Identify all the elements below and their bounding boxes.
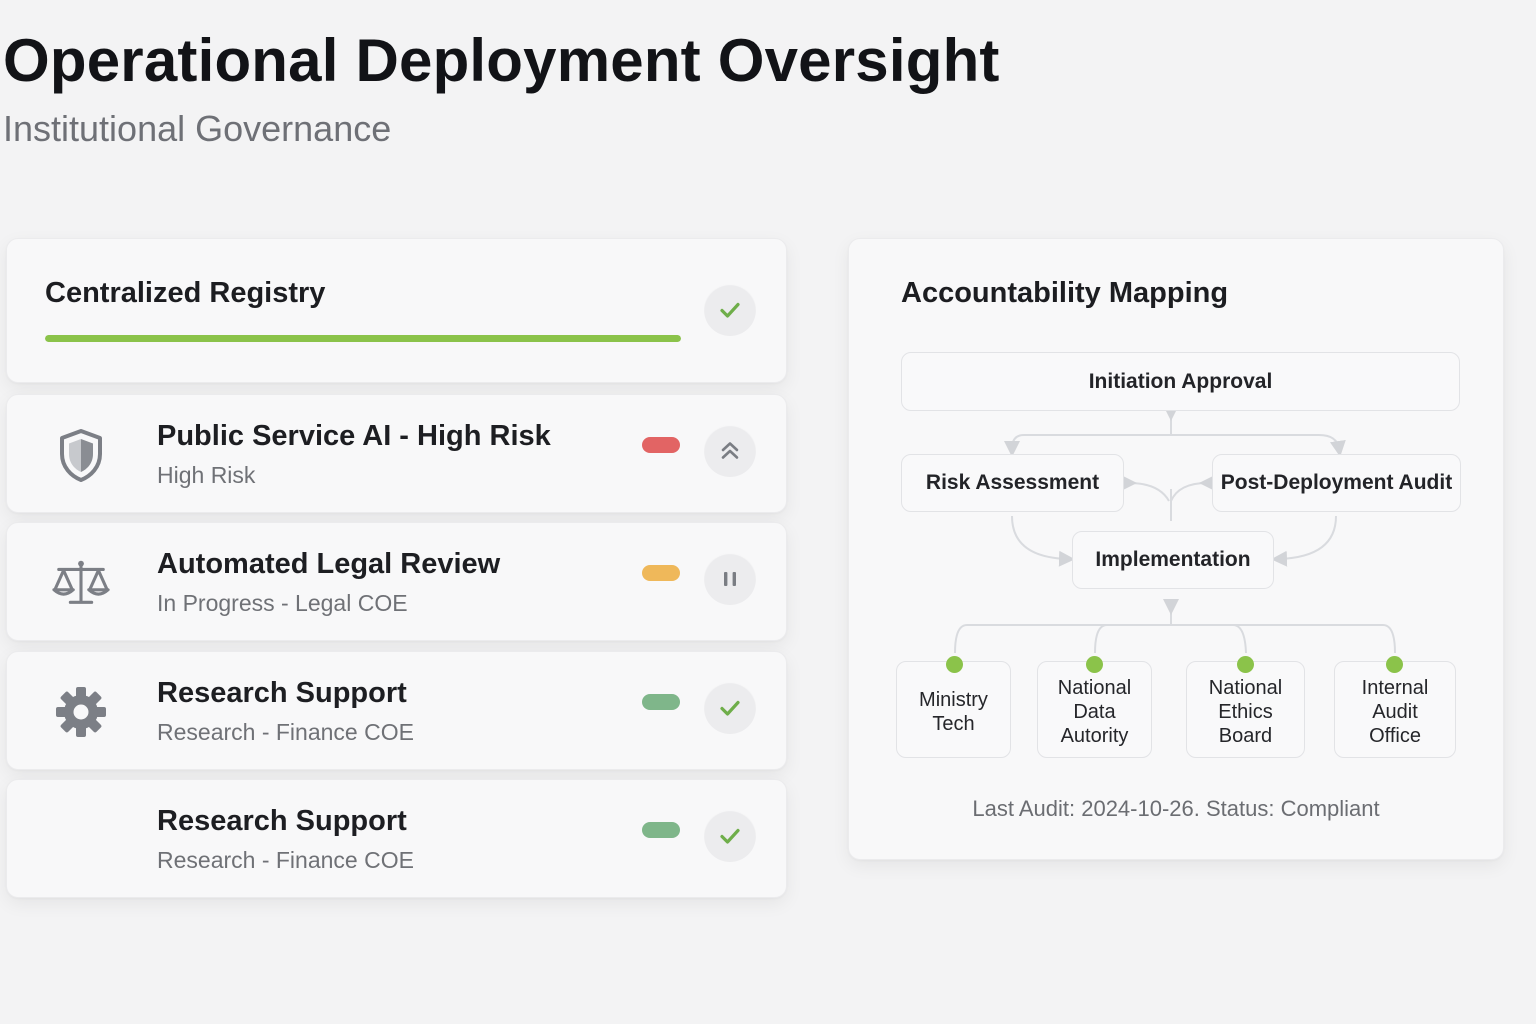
status-indicator — [642, 565, 680, 581]
registry-item[interactable]: Research Support Research - Finance COE — [6, 651, 787, 770]
status-indicator — [642, 437, 680, 453]
stakeholder-label-line: National — [1208, 676, 1283, 699]
approve-button[interactable] — [704, 810, 756, 862]
node-initiation-approval[interactable]: Initiation Approval — [901, 352, 1460, 411]
gear-icon — [51, 682, 111, 742]
stakeholder-label-line: Tech — [932, 712, 975, 735]
status-dot — [1237, 656, 1254, 673]
check-icon — [720, 302, 740, 318]
registry-status-button[interactable] — [704, 284, 756, 336]
registry-item-subtitle: High Risk — [157, 462, 256, 488]
stakeholder-label: National Data Autority — [1058, 676, 1131, 748]
stakeholder-label-line: Ethics — [1218, 700, 1273, 723]
status-indicator — [642, 694, 680, 710]
registry-title: Centralized Registry — [45, 277, 326, 309]
flow-connectors — [954, 405, 1396, 654]
page-subtitle: Institutional Governance — [3, 108, 392, 149]
status-dot — [1086, 656, 1103, 673]
check-icon — [720, 828, 740, 844]
stakeholder-label-line: Board — [1218, 724, 1273, 747]
node-post-deployment-audit[interactable]: Post-Deployment Audit — [1212, 454, 1461, 512]
chevrons-up-icon — [721, 442, 739, 459]
stakeholder-ministry-tech[interactable]: Ministry Tech — [896, 661, 1011, 758]
registry-progress-bar — [45, 335, 681, 342]
stakeholder-label-line: Audit — [1372, 700, 1418, 723]
shield-icon — [51, 425, 111, 485]
mapping-title: Accountability Mapping — [901, 277, 1229, 309]
registry-item-subtitle: Research - Finance COE — [157, 719, 414, 745]
status-indicator — [642, 822, 680, 838]
node-implementation[interactable]: Implementation — [1072, 531, 1274, 589]
expand-button[interactable] — [704, 425, 756, 477]
registry-header-card: Centralized Registry — [6, 238, 787, 383]
stakeholder-label: Ministry Tech — [919, 688, 988, 736]
stakeholder-label-line: National — [1057, 676, 1132, 699]
stakeholder-label-line: Office — [1369, 724, 1421, 747]
audit-status-footer: Last Audit: 2024-10-26. Status: Complian… — [972, 796, 1380, 821]
stakeholder-label-line: Ministry — [919, 688, 988, 711]
registry-item[interactable]: Public Service AI - High Risk High Risk — [6, 394, 787, 513]
stakeholder-label-line: Internal — [1361, 676, 1429, 699]
registry-item-title: Public Service AI - High Risk — [157, 420, 551, 452]
registry-item-title: Research Support — [157, 805, 407, 837]
pause-icon — [724, 572, 736, 586]
stakeholder-label-line: Autority — [1060, 724, 1129, 747]
page-title: Operational Deployment Oversight — [3, 27, 1000, 94]
registry-item[interactable]: Research Support Research - Finance COE — [6, 779, 787, 898]
stakeholder-national-data-authority[interactable]: National Data Autority — [1037, 661, 1152, 758]
check-icon — [720, 700, 740, 716]
node-risk-assessment[interactable]: Risk Assessment — [901, 454, 1124, 512]
registry-item-subtitle: Research - Finance COE — [157, 847, 414, 873]
status-dot — [1386, 656, 1403, 673]
scales-icon — [51, 553, 111, 613]
stakeholder-label: Internal Audit Office — [1362, 676, 1429, 748]
stakeholder-label: National Ethics Board — [1209, 676, 1282, 748]
registry-progress-fill — [45, 335, 681, 342]
approve-button[interactable] — [704, 682, 756, 734]
accountability-mapping-card: Accountability Mapping Initi — [848, 238, 1504, 860]
stakeholder-internal-audit-office[interactable]: Internal Audit Office — [1334, 661, 1456, 758]
registry-item-title: Automated Legal Review — [157, 548, 501, 580]
registry-item-title: Research Support — [157, 677, 407, 709]
stakeholder-national-ethics-board[interactable]: National Ethics Board — [1186, 661, 1305, 758]
registry-item[interactable]: Automated Legal Review In Progress - Leg… — [6, 522, 787, 641]
status-dot — [946, 656, 963, 673]
stakeholder-label-line: Data — [1073, 700, 1116, 723]
pause-button[interactable] — [704, 553, 756, 605]
registry-item-subtitle: In Progress - Legal COE — [157, 590, 408, 616]
